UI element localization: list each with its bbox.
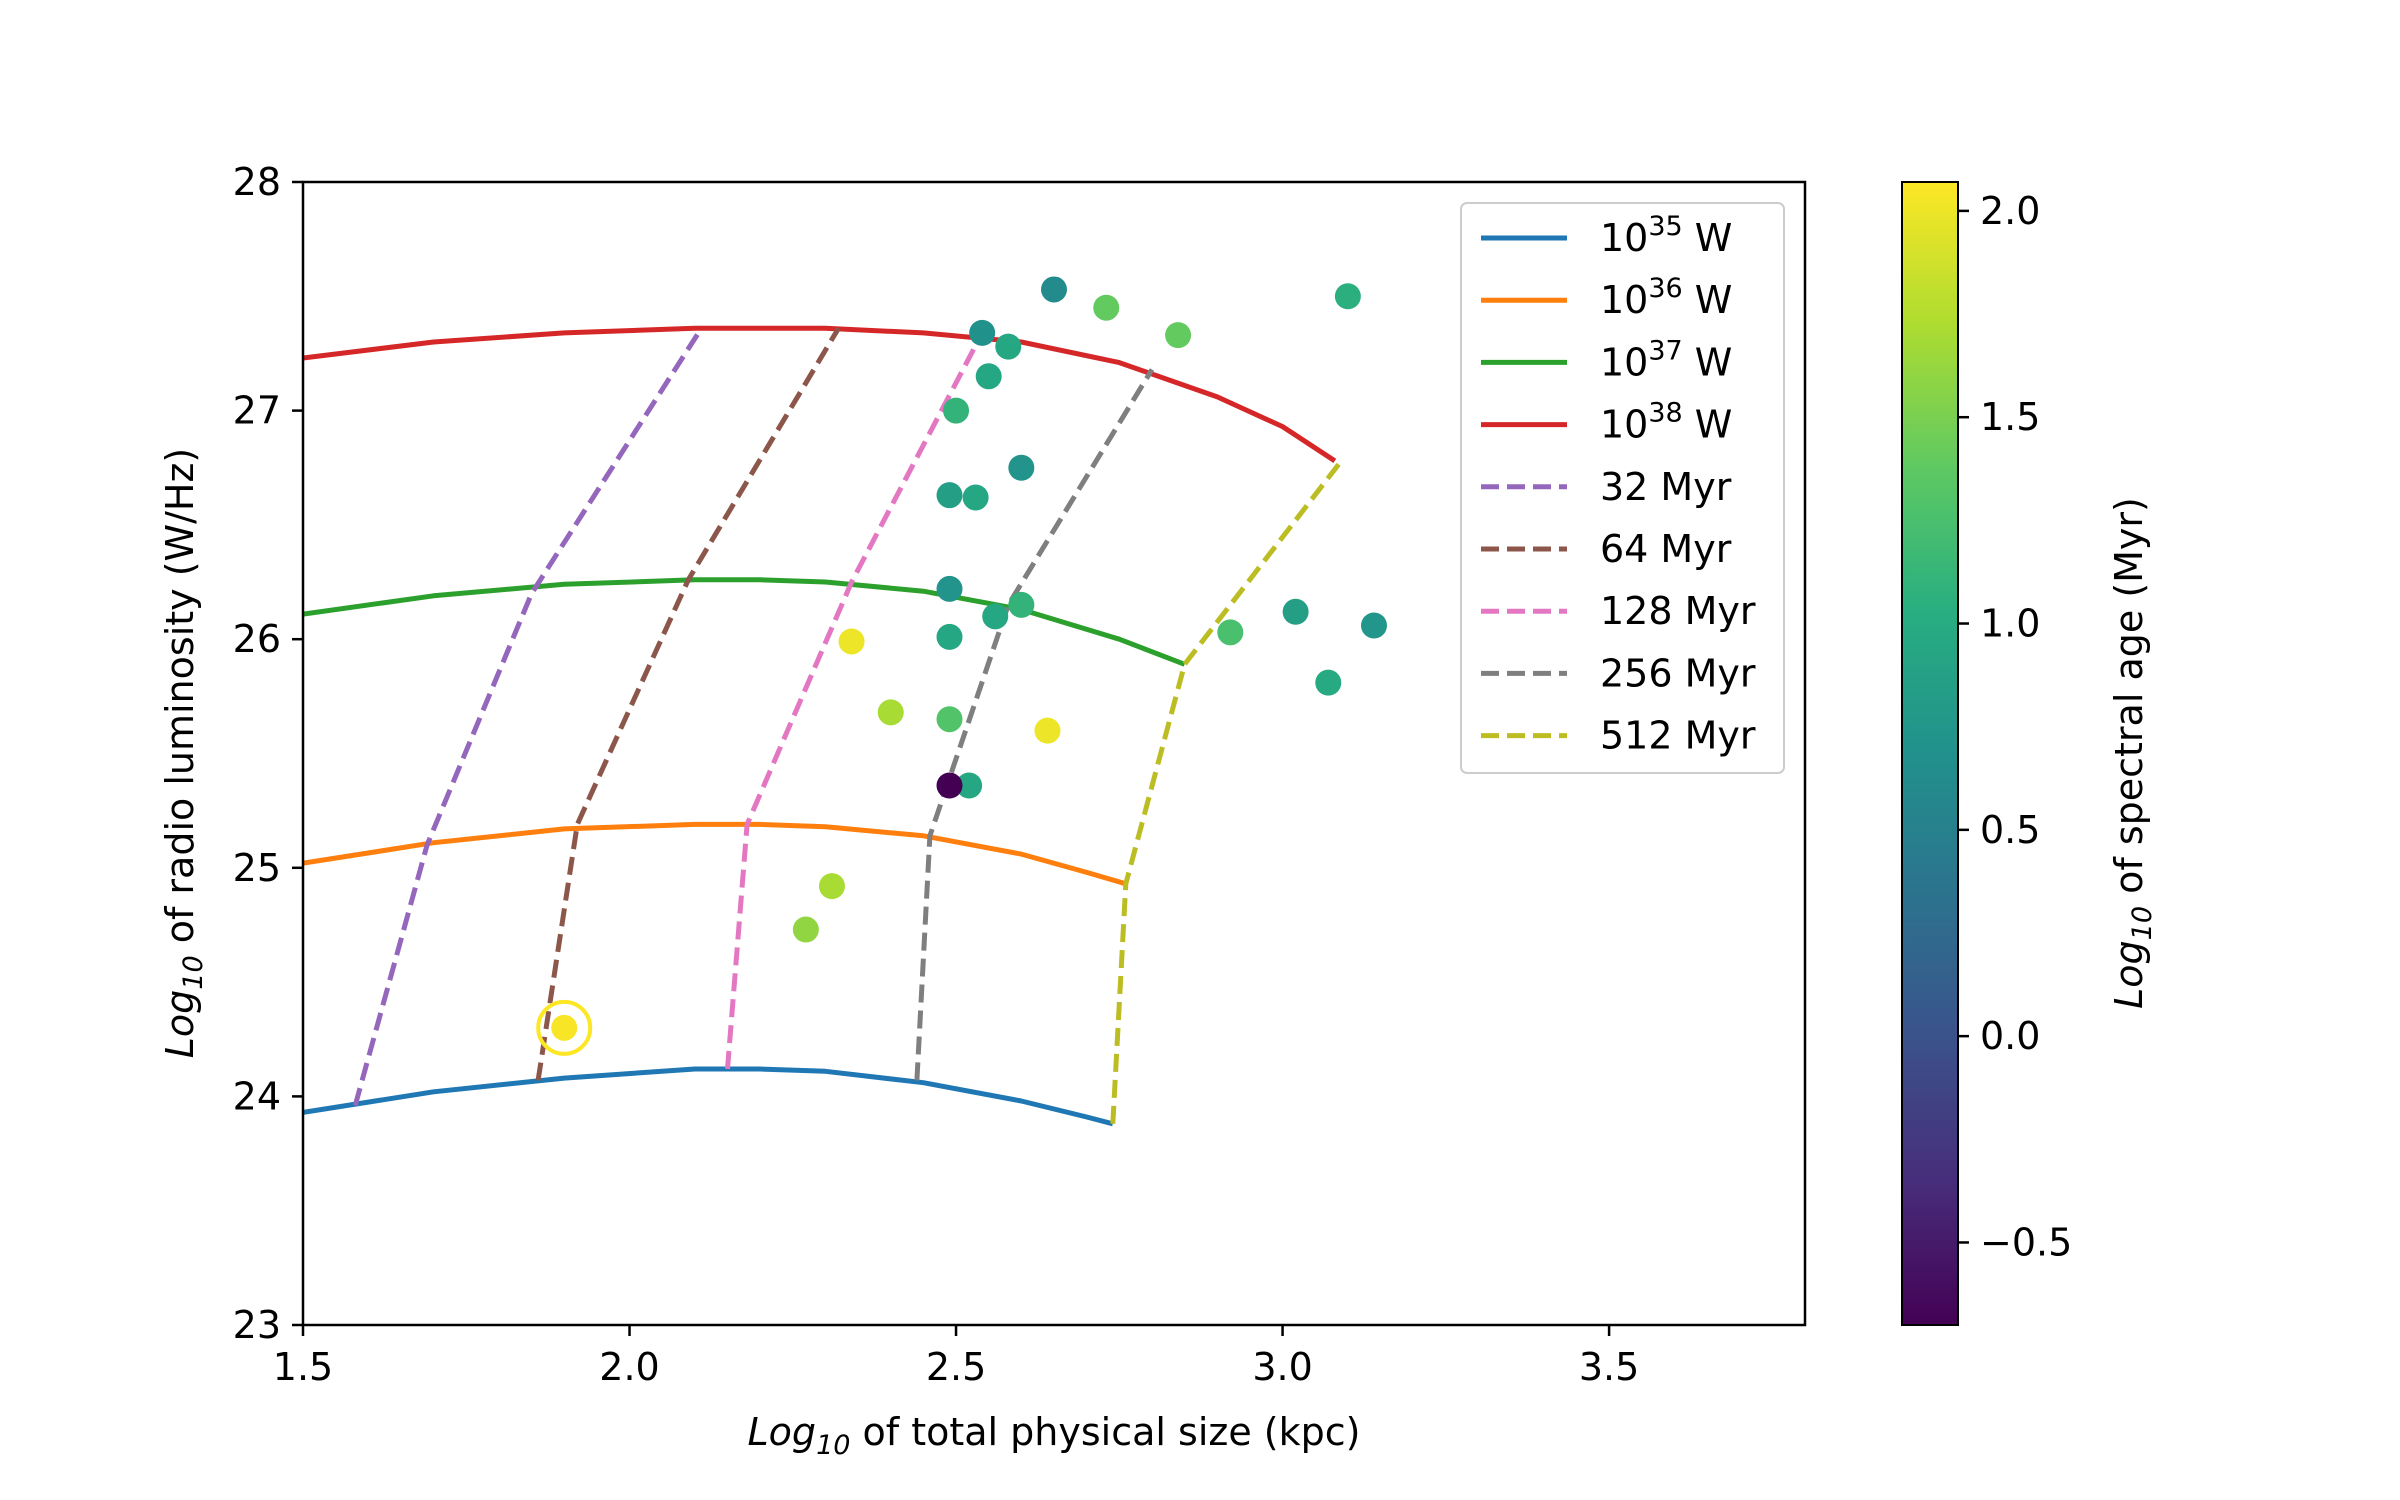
y-tick-label: 27 (233, 389, 281, 433)
legend-label: 1038 W (1600, 398, 1732, 447)
data-point (877, 699, 904, 726)
series-line-32-myr (352, 326, 704, 1107)
legend-label: 128 Myr (1600, 589, 1756, 633)
data-point (551, 1014, 578, 1041)
colorbar (1902, 182, 1958, 1325)
data-point (936, 706, 963, 733)
y-axis-label: Log10 of radio luminosity (W/Hz) (158, 448, 209, 1059)
legend-label: 1037 W (1600, 335, 1732, 384)
series-line-64-myr (535, 327, 841, 1081)
data-point (1093, 294, 1120, 321)
data-point (943, 397, 970, 424)
colorbar-ticks: −0.5 0.0 0.5 1.0 1.5 2.0 (1958, 189, 2072, 1264)
colorbar-tick-label: 1.5 (1980, 395, 2040, 439)
colorbar-tick-label: 0.0 (1980, 1014, 2040, 1058)
series-line-10-36-w (303, 821, 1127, 887)
y-tick-label: 28 (233, 160, 281, 204)
data-point (1315, 669, 1342, 696)
series-line-256-myr (914, 368, 1155, 1081)
y-tick-label: 25 (233, 846, 281, 890)
colorbar-frame (1901, 181, 1959, 1326)
y-axis: 23 24 25 26 27 28 (233, 160, 303, 1347)
x-tick-label: 1.5 (273, 1345, 333, 1389)
x-axis-label: Log10 of total physical size (kpc) (748, 1410, 1361, 1461)
series-layer (303, 325, 1344, 1127)
data-point (982, 603, 1009, 630)
legend-label: 256 Myr (1600, 651, 1756, 695)
data-point (1217, 619, 1244, 646)
x-tick-label: 2.5 (926, 1345, 986, 1389)
x-tick-label: 3.5 (1579, 1345, 1639, 1389)
legend-label: 32 Myr (1600, 465, 1732, 509)
data-point (1282, 598, 1309, 625)
data-point (936, 482, 963, 509)
data-point (1334, 283, 1361, 310)
y-tick-label: 24 (233, 1074, 281, 1118)
data-point (975, 363, 1002, 390)
plot-frame (301, 180, 1807, 1327)
colorbar-tick-label: 2.0 (1980, 189, 2040, 233)
x-axis: 1.5 2.0 2.5 3.0 3.5 (273, 1325, 1639, 1389)
data-point (792, 916, 819, 943)
y-tick-label: 26 (233, 617, 281, 661)
colorbar-tick-label: 1.0 (1980, 602, 2040, 646)
data-point (1041, 276, 1067, 303)
series-line-512-myr (1110, 459, 1344, 1124)
series-line-10-37-w (303, 577, 1186, 667)
legend-label: 64 Myr (1600, 527, 1732, 571)
legend: 1035 W 1036 W 1037 W 1038 W 32 Myr 64 Myr 128 … (1460, 202, 1785, 774)
series-line-10-35-w (303, 1066, 1114, 1127)
highlight-ring (536, 999, 593, 1056)
data-point (956, 772, 983, 799)
data-point (936, 772, 963, 799)
data-point (1034, 717, 1061, 744)
data-point (962, 484, 989, 511)
series-line-10-38-w (303, 325, 1337, 463)
colorbar-label: Log10 of spectral age (Myr) (2107, 497, 2158, 1009)
y-tick-label: 23 (233, 1303, 281, 1347)
colorbar-tick-label: 0.5 (1980, 808, 2040, 852)
data-point (818, 873, 845, 900)
points-layer (536, 276, 1387, 1056)
data-point (1008, 591, 1035, 618)
data-point (1008, 454, 1035, 481)
x-tick-label: 2.0 (599, 1345, 659, 1389)
legend-label: 1035 W (1600, 211, 1732, 260)
data-point (838, 628, 865, 655)
colorbar-tick-label: −0.5 (1980, 1220, 2072, 1264)
data-point (1360, 612, 1387, 639)
data-point (995, 333, 1022, 360)
data-point (1165, 322, 1192, 349)
data-point (936, 575, 963, 602)
legend-label: 1036 W (1600, 273, 1732, 322)
data-point (969, 319, 996, 346)
legend-label: 512 Myr (1600, 714, 1756, 758)
x-tick-label: 3.0 (1252, 1345, 1312, 1389)
data-point (936, 623, 963, 650)
legend-box (1460, 202, 1785, 774)
series-line-128-myr (725, 331, 985, 1070)
